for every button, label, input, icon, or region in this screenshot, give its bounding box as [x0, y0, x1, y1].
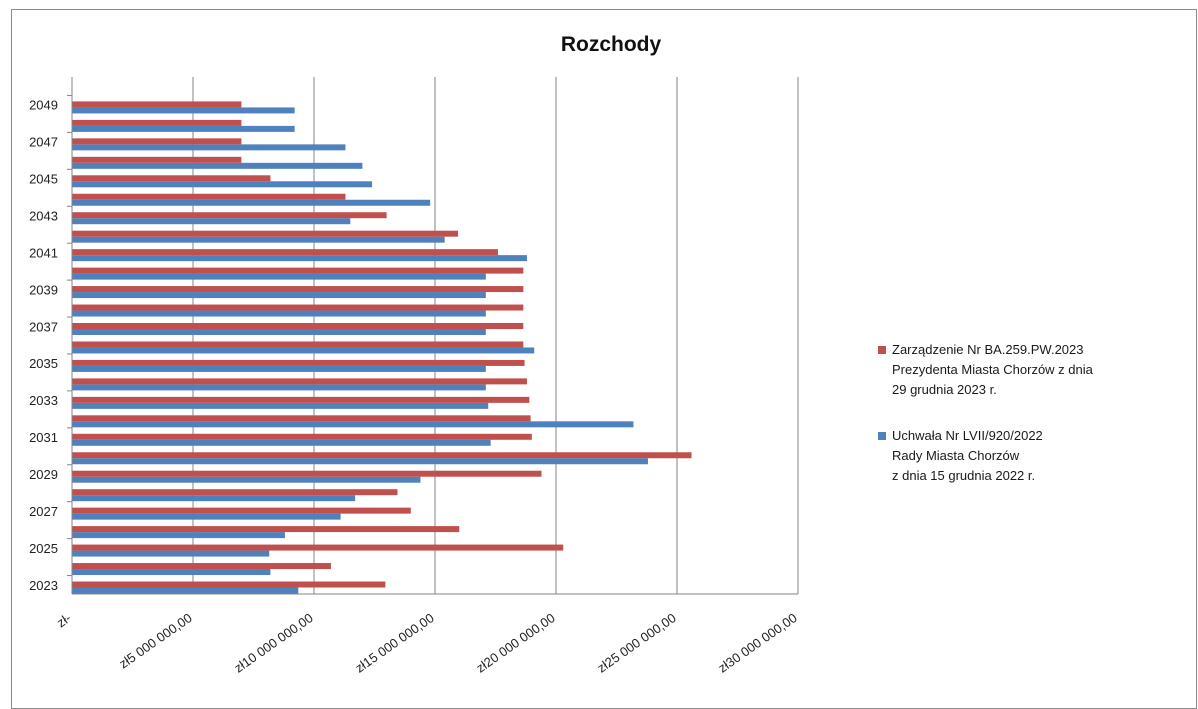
bar-zarzadzenie	[72, 249, 498, 256]
bar-uchwala	[72, 273, 486, 280]
bar-zarzadzenie	[72, 101, 242, 108]
bar-zarzadzenie	[72, 563, 331, 570]
bar-uchwala	[72, 384, 486, 391]
bar-zarzadzenie	[72, 415, 531, 422]
bar-zarzadzenie	[72, 304, 524, 311]
bar-uchwala	[72, 292, 486, 299]
legend-label-line: Uchwała Nr LVII/920/2022	[892, 428, 1043, 443]
x-tick-label: zł5 000 000,00	[116, 610, 194, 671]
bar-uchwala	[72, 181, 373, 188]
y-tick-label: 2023	[29, 578, 58, 593]
bar-zarzadzenie	[72, 378, 527, 385]
bar-uchwala	[72, 439, 491, 446]
legend-swatch-uchwala	[878, 432, 886, 440]
y-tick-label: 2049	[29, 98, 58, 113]
bar-zarzadzenie	[72, 323, 524, 329]
y-tick-label: 2045	[29, 172, 58, 187]
y-tick-label: 2039	[29, 282, 58, 297]
legend-label-line: Prezydenta Miasta Chorzów z dnia	[892, 362, 1093, 377]
chart-title: Rozchody	[561, 33, 662, 56]
bar-zarzadzenie	[72, 267, 524, 274]
bar-uchwala	[72, 218, 351, 225]
bar-zarzadzenie	[72, 452, 692, 459]
bar-zarzadzenie	[72, 507, 411, 514]
y-tick-label: 2029	[29, 467, 58, 482]
bar-zarzadzenie	[72, 489, 398, 496]
bar-zarzadzenie	[72, 119, 242, 126]
bar-zarzadzenie	[72, 359, 525, 366]
legend-label-line: Rady Miasta Chorzów	[892, 448, 1020, 463]
bar-uchwala	[72, 421, 634, 428]
bar-uchwala	[72, 255, 527, 262]
x-tick-label: zł-	[54, 610, 74, 630]
bar-uchwala	[72, 199, 431, 206]
legend-swatch-zarzadzenie	[878, 346, 886, 354]
bar-uchwala	[72, 310, 486, 317]
bar-uchwala	[72, 144, 346, 151]
bar-uchwala	[72, 458, 648, 465]
bar-uchwala	[72, 162, 363, 169]
bar-uchwala	[72, 476, 421, 483]
bar-uchwala	[72, 532, 285, 539]
bar-zarzadzenie	[72, 175, 271, 182]
legend-label-line: Zarządzenie Nr BA.259.PW.2023	[892, 342, 1084, 357]
bar-uchwala	[72, 569, 271, 576]
y-tick-label: 2031	[29, 430, 58, 445]
bar-uchwala	[72, 347, 535, 354]
y-tick-label: 2033	[29, 393, 58, 408]
bar-uchwala	[72, 329, 486, 335]
bar-zarzadzenie	[72, 193, 346, 200]
legend-label-line: z dnia 15 grudnia 2022 r.	[892, 468, 1036, 483]
y-tick-label: 2037	[29, 319, 58, 334]
y-tick-label: 2035	[29, 356, 58, 371]
bar-zarzadzenie	[72, 212, 387, 219]
bar-uchwala	[72, 587, 299, 594]
legend-label-line: 29 grudnia 2023 r.	[892, 382, 997, 397]
x-tick-label: zł30 000 000,00	[715, 610, 799, 675]
bar-zarzadzenie	[72, 286, 524, 293]
bar-zarzadzenie	[72, 581, 386, 588]
x-tick-label: zł20 000 000,00	[473, 610, 557, 675]
y-tick-label: 2025	[29, 541, 58, 556]
bar-zarzadzenie	[72, 230, 458, 237]
bar-uchwala	[72, 550, 270, 557]
x-tick-label: zł15 000 000,00	[352, 610, 436, 675]
bar-zarzadzenie	[72, 138, 242, 145]
bar-zarzadzenie	[72, 526, 460, 533]
bar-zarzadzenie	[72, 470, 542, 477]
y-tick-label: 2047	[29, 135, 58, 150]
bar-zarzadzenie	[72, 396, 530, 403]
y-tick-label: 2043	[29, 208, 58, 223]
x-tick-label: zł10 000 000,00	[231, 610, 315, 675]
bar-zarzadzenie	[72, 341, 524, 348]
legend: Zarządzenie Nr BA.259.PW.2023 Prezydenta…	[878, 340, 1178, 512]
x-tick-label: zł25 000 000,00	[594, 610, 678, 675]
bar-zarzadzenie	[72, 156, 242, 163]
bar-uchwala	[72, 513, 341, 520]
bar-uchwala	[72, 236, 445, 243]
bar-zarzadzenie	[72, 544, 564, 551]
bar-uchwala	[72, 495, 356, 502]
bar-uchwala	[72, 402, 489, 409]
y-tick-label: 2027	[29, 504, 58, 519]
expense-bar-chart: Rozchody 2023 2025 2027 2029 2031 2033 2035 2037…	[29, 33, 800, 676]
bar-uchwala	[72, 125, 295, 132]
bar-uchwala	[72, 365, 486, 372]
y-tick-label: 2041	[29, 245, 58, 260]
legend-item-zarzadzenie: Zarządzenie Nr BA.259.PW.2023 Prezydenta…	[878, 340, 1178, 400]
legend-item-uchwala: Uchwała Nr LVII/920/2022 Rady Miasta Cho…	[878, 426, 1178, 486]
bar-uchwala	[72, 107, 295, 114]
bar-zarzadzenie	[72, 433, 532, 440]
